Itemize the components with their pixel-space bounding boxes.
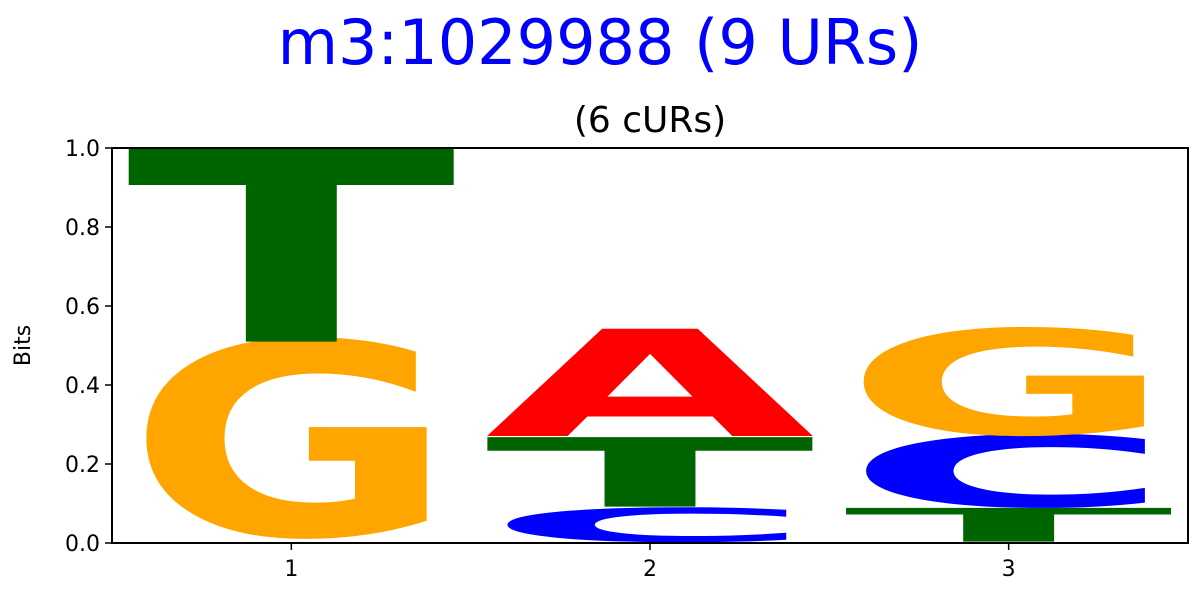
y-tick-label: 0.0 [65,532,100,557]
logo-letter-a: A [485,300,818,471]
y-tick-label: 0.2 [65,453,100,478]
x-tick-label: 2 [643,557,657,582]
chart-subtitle: (6 cURs) [574,100,726,141]
logo-letter-t: T [485,418,818,529]
y-axis: 0.0 0.2 0.4 0.6 0.8 1.0 [65,137,112,557]
y-tick-label: 0.4 [65,374,100,399]
y-axis-label: Bits [11,325,36,366]
x-tick-label: 3 [1002,557,1016,582]
y-tick-label: 0.8 [65,216,100,241]
logo-letter-c: C [844,416,1174,530]
y-tick-label: 0.6 [65,295,100,320]
logo-letter-g: G [844,301,1174,469]
chart-title: m3:1029988 (9 URs) [277,6,923,79]
y-tick-label: 1.0 [65,137,100,162]
x-tick-label: 1 [284,557,298,582]
logo-letter-t: T [126,94,459,405]
x-axis: 1 2 3 [284,543,1016,582]
